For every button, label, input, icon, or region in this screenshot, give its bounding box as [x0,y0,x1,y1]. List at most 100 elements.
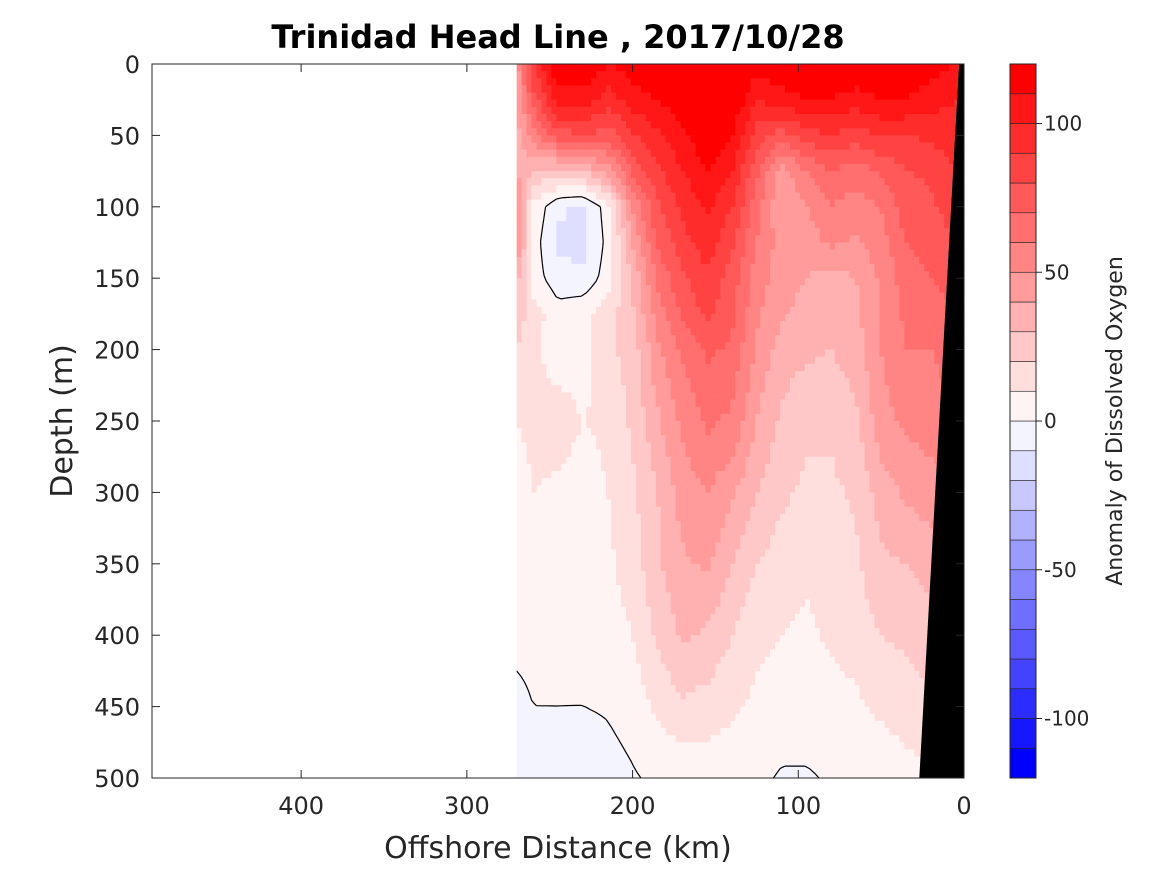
field-cell [675,178,682,186]
field-cell [695,435,702,444]
field-cell [640,363,647,372]
field-cell [884,135,891,144]
field-cell [531,178,538,186]
field-cell [635,78,642,87]
field-cell [740,135,746,144]
field-cell [889,449,895,458]
field-cell [904,306,910,315]
field-cell [919,313,925,322]
field-cell [869,185,876,194]
field-cell [740,356,746,365]
field-cell [650,263,657,272]
field-cell [541,85,547,94]
field-cell [611,71,617,79]
field-cell [790,163,796,172]
field-cell [571,371,577,379]
field-cell [611,178,617,186]
field-cell [809,128,816,136]
field-cell [561,356,567,365]
field-cell [616,113,622,122]
field-cell [546,85,552,94]
field-cell [804,213,811,222]
field-cell [640,413,647,422]
field-cell [680,228,687,236]
field-cell [640,156,647,165]
field-cell [745,149,751,158]
field-cell [914,442,920,451]
field-cell [695,242,702,251]
field-cell [854,385,861,394]
field-cell [765,428,771,436]
field-cell [790,64,796,72]
field-cell [645,349,652,358]
field-cell [586,406,592,415]
field-cell [854,178,861,186]
field-cell [745,128,751,136]
field-cell [839,185,846,194]
field-cell [780,349,786,358]
field-cell [750,399,756,408]
field-cell [809,363,816,372]
field-cell [685,185,692,194]
field-cell [616,156,622,165]
field-cell [591,435,597,444]
field-cell [834,213,841,222]
field-cell [650,406,657,415]
field-cell [546,92,552,101]
field-cell [630,306,637,315]
field-cell [799,271,806,279]
field-cell [785,85,791,94]
field-cell [635,249,642,258]
field-cell [625,313,632,322]
field-cell [854,228,861,236]
field-cell [794,171,801,179]
field-cell [844,64,851,72]
field-cell [879,142,886,151]
field-cell [775,106,781,115]
field-cell [924,285,930,294]
field-cell [919,406,925,415]
field-cell [884,413,891,422]
field-cell [849,399,856,408]
field-cell [521,142,528,151]
field-cell [939,149,945,158]
field-cell [601,356,607,365]
field-cell [760,285,766,294]
field-cell [541,71,547,79]
field-cell [740,428,746,436]
field-cell [715,313,721,322]
field-cell [630,456,637,465]
field-cell [939,128,945,136]
field-cell [809,428,816,436]
field-cell [765,342,771,351]
field-cell [640,335,647,344]
field-cell [954,92,959,101]
field-cell [551,371,557,379]
field-cell [606,256,612,265]
field-cell [670,221,677,229]
field-cell [526,185,533,194]
field-cell [834,113,841,122]
field-cell [541,113,547,122]
field-cell [869,163,876,172]
field-cell [680,156,687,165]
field-cell [829,449,836,458]
field-cell [670,299,677,308]
field-cell [745,242,751,251]
field-cell [566,385,572,394]
field-cell [879,213,886,222]
field-cell [645,99,652,108]
field-cell [571,99,577,108]
field-cell [546,406,552,415]
field-cell [521,356,528,365]
field-cell [660,285,667,294]
field-cell [521,378,528,386]
field-cell [864,392,871,401]
field-cell [685,449,692,458]
field-cell [834,292,841,301]
field-cell [645,135,652,144]
field-cell [551,85,557,94]
field-cell [854,271,861,279]
field-cell [616,121,622,129]
field-cell [670,256,677,265]
